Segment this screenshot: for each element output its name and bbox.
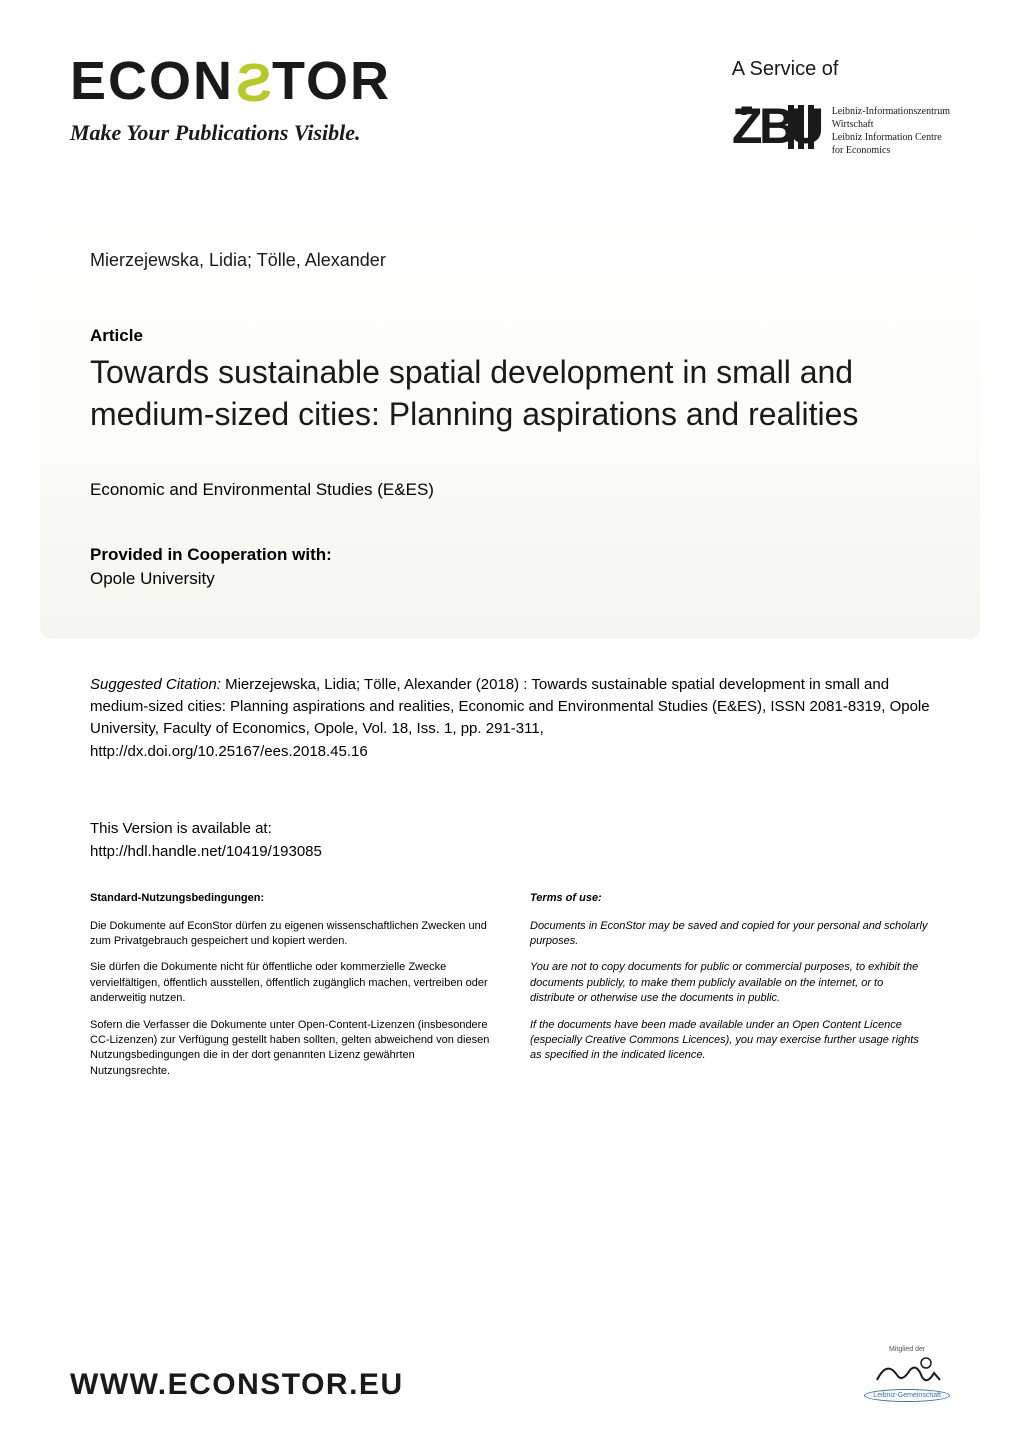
terms-de-p3: Sofern die Verfasser die Dokumente unter… xyxy=(90,1018,490,1080)
zbw-line-4: for Economics xyxy=(832,144,950,157)
zbw-line-1: Leibniz-Informationszentrum xyxy=(832,105,950,118)
zbw-line-2: Wirtschaft xyxy=(832,118,950,131)
econstor-logo-block: ECONSTOR Make Your Publications Visible. xyxy=(70,50,391,146)
terms-en-p2: You are not to copy documents for public… xyxy=(530,960,930,1006)
service-of-label: A Service of xyxy=(732,58,950,81)
zbw-description: Leibniz-Informationszentrum Wirtschaft L… xyxy=(832,105,950,157)
article-title: Towards sustainable spatial development … xyxy=(90,352,930,435)
page-footer: WWW.ECONSTOR.EU Mitglied der Leibniz-Gem… xyxy=(70,1346,950,1402)
article-label: Article xyxy=(90,326,930,346)
page-header: ECONSTOR Make Your Publications Visible.… xyxy=(0,0,1020,190)
terms-de-heading: Standard-Nutzungsbedingungen: xyxy=(90,891,490,906)
journal-name: Economic and Environmental Studies (E&ES… xyxy=(90,480,930,500)
mitglied-label: Mitglied der xyxy=(889,1346,925,1353)
footer-url: WWW.ECONSTOR.EU xyxy=(70,1368,404,1402)
content-card: Mierzejewska, Lidia; Tölle, Alexander Ar… xyxy=(40,210,980,639)
tagline: Make Your Publications Visible. xyxy=(70,120,391,146)
citation-doi: http://dx.doi.org/10.25167/ees.2018.45.1… xyxy=(90,741,930,763)
terms-en-p1: Documents in EconStor may be saved and c… xyxy=(530,919,930,950)
zbw-line-3: Leibniz Information Centre xyxy=(832,131,950,144)
leibniz-logo: Mitglied der Leibniz-Gemeinschaft xyxy=(864,1346,950,1402)
logo-part-1: ECON xyxy=(70,51,234,111)
version-label: This Version is available at: xyxy=(90,818,930,841)
terms-container: Standard-Nutzungsbedingungen: Die Dokume… xyxy=(90,891,930,1090)
cooperation-name: Opole University xyxy=(90,569,930,589)
econstor-logo: ECONSTOR xyxy=(70,50,391,112)
version-url: http://hdl.handle.net/10419/193085 xyxy=(90,841,930,864)
logo-part-2: TOR xyxy=(272,51,391,111)
terms-de-p1: Die Dokumente auf EconStor dürfen zu eig… xyxy=(90,919,490,950)
version-block: This Version is available at: http://hdl… xyxy=(90,818,930,863)
terms-en-p3: If the documents have been made availabl… xyxy=(530,1018,930,1064)
terms-en-heading: Terms of use: xyxy=(530,891,930,906)
terms-de-p2: Sie dürfen die Dokumente nicht für öffen… xyxy=(90,960,490,1006)
terms-german: Standard-Nutzungsbedingungen: Die Dokume… xyxy=(90,891,490,1090)
zbw-block: A Service of Z B U Leibniz-Informationsz… xyxy=(732,50,950,160)
cooperation-label: Provided in Cooperation with: xyxy=(90,545,930,565)
citation-prefix: Suggested Citation: xyxy=(90,676,225,693)
logo-accent-icon: S xyxy=(234,52,272,114)
citation-block: Suggested Citation: Mierzejewska, Lidia;… xyxy=(90,674,930,763)
authors: Mierzejewska, Lidia; Tölle, Alexander xyxy=(90,250,930,271)
leibniz-gemeinschaft-label: Leibniz-Gemeinschaft xyxy=(864,1389,950,1402)
zbw-logo-icon: Z B U xyxy=(732,101,822,160)
zbw-row: Z B U Leibniz-Informationszentrum Wirtsc… xyxy=(732,101,950,160)
terms-english: Terms of use: Documents in EconStor may … xyxy=(530,891,930,1090)
